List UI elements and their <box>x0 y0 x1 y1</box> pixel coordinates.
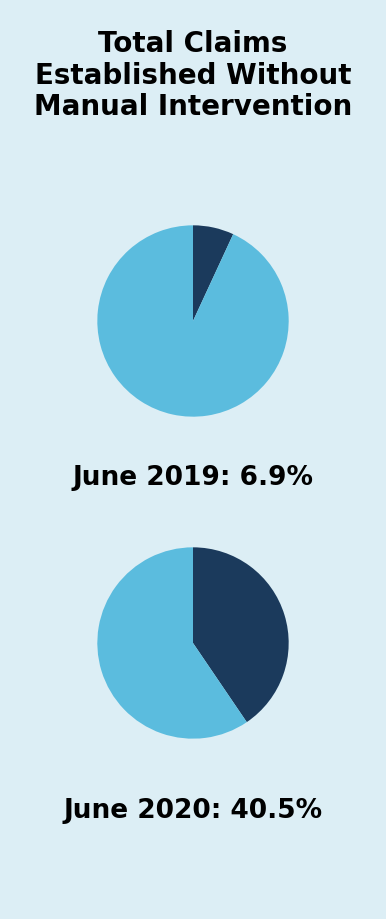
Text: June 2019: 6.9%: June 2019: 6.9% <box>73 465 313 491</box>
Wedge shape <box>193 548 289 722</box>
Wedge shape <box>97 548 247 739</box>
Wedge shape <box>97 226 289 417</box>
Text: Total Claims
Established Without
Manual Intervention: Total Claims Established Without Manual … <box>34 30 352 120</box>
Wedge shape <box>193 226 233 322</box>
Text: June 2020: 40.5%: June 2020: 40.5% <box>63 798 323 823</box>
